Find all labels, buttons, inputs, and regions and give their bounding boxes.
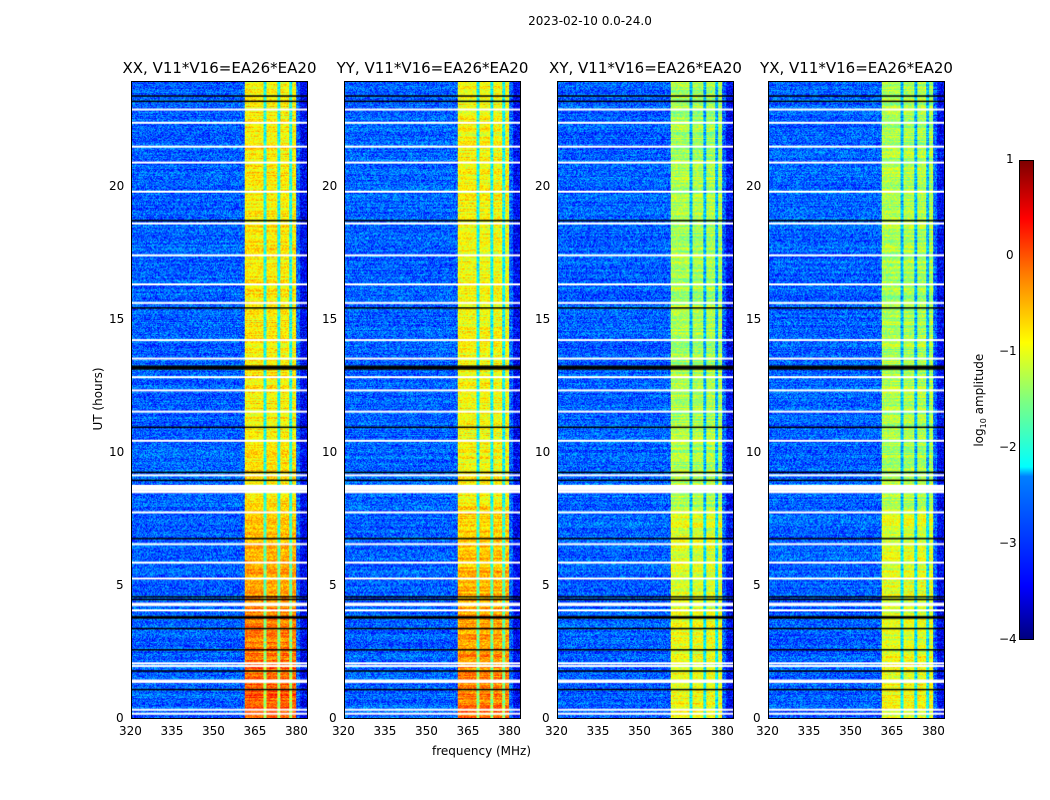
x-tick-label: 320	[332, 724, 355, 738]
y-tick-label: 10	[746, 445, 762, 460]
x-tick-label: 320	[756, 724, 779, 738]
heatmap-panel: YX, V11*V16=EA26*EA20	[760, 59, 953, 719]
y-tick-label: 0	[542, 711, 550, 725]
heatmap-panel: XY, V11*V16=EA26*EA20	[549, 59, 742, 719]
colorbar-tick-label: 0	[1006, 248, 1014, 262]
panel-title: XX, V11*V16=EA26*EA20	[122, 59, 317, 77]
x-tick-label: 335	[586, 724, 610, 738]
x-tick-label: 350	[201, 724, 225, 738]
x-tick-label: 350	[414, 724, 438, 738]
y-tick-label: 10	[109, 445, 125, 460]
x-tick-label: 380	[921, 724, 945, 738]
y-tick-label: 20	[746, 179, 762, 194]
colorbar-tick-label: −3	[999, 536, 1017, 550]
heatmap-panel: YY, V11*V16=EA26*EA20	[337, 59, 528, 719]
panel-title: YY, V11*V16=EA26*EA20	[336, 59, 529, 77]
y-axis-label: UT (hours)	[91, 367, 105, 431]
x-tick-label: 350	[838, 724, 862, 738]
y-tick-label: 10	[322, 445, 338, 460]
x-tick-label: 350	[627, 724, 651, 738]
heatmap-canvas	[557, 81, 734, 719]
y-tick-label: 20	[109, 179, 125, 194]
x-tick-label: 380	[710, 724, 734, 738]
x-tick-label: 380	[497, 724, 521, 738]
y-tick-label: 10	[535, 445, 551, 460]
colorbar-tick-label: −4	[999, 632, 1017, 646]
heatmap-canvas	[768, 81, 945, 719]
colorbar-label: log10 amplitude	[971, 353, 989, 447]
y-tick-label: 15	[109, 312, 125, 327]
x-tick-label: 365	[669, 724, 693, 738]
y-tick-label: 15	[535, 312, 551, 327]
heatmap-canvas	[131, 81, 308, 719]
panel-title: YX, V11*V16=EA26*EA20	[760, 59, 953, 77]
y-tick-label: 20	[322, 179, 338, 194]
y-tick-label: 20	[535, 179, 551, 194]
y-tick-label: 5	[753, 578, 761, 593]
y-tick-label: 0	[753, 711, 761, 725]
colorbar-tick-label: −1	[999, 344, 1017, 358]
x-tick-label: 335	[797, 724, 821, 738]
x-tick-label: 365	[456, 724, 480, 738]
y-tick-label: 5	[116, 578, 124, 593]
y-tick-label: 5	[542, 578, 550, 593]
y-tick-label: 0	[116, 711, 124, 725]
y-tick-label: 15	[746, 312, 762, 327]
heatmap-canvas	[344, 81, 521, 719]
panel-title: XY, V11*V16=EA26*EA20	[549, 59, 742, 77]
x-tick-label: 335	[373, 724, 397, 738]
x-tick-label: 365	[880, 724, 904, 738]
x-tick-label: 335	[160, 724, 184, 738]
figure-title: 2023-02-10 0.0-24.0	[528, 14, 652, 28]
heatmap-panel: XX, V11*V16=EA26*EA20	[122, 59, 317, 719]
x-axis-label: frequency (MHz)	[432, 744, 532, 758]
x-tick-label: 320	[119, 724, 142, 738]
colorbar-tick-label: −2	[999, 440, 1017, 454]
x-tick-label: 320	[545, 724, 568, 738]
x-tick-label: 365	[243, 724, 267, 738]
y-tick-label: 15	[322, 312, 338, 327]
y-tick-label: 5	[329, 578, 337, 593]
colorbar-tick-label: 1	[1006, 152, 1014, 166]
colorbar	[1019, 160, 1034, 640]
y-tick-label: 0	[329, 711, 337, 725]
x-tick-label: 380	[284, 724, 308, 738]
